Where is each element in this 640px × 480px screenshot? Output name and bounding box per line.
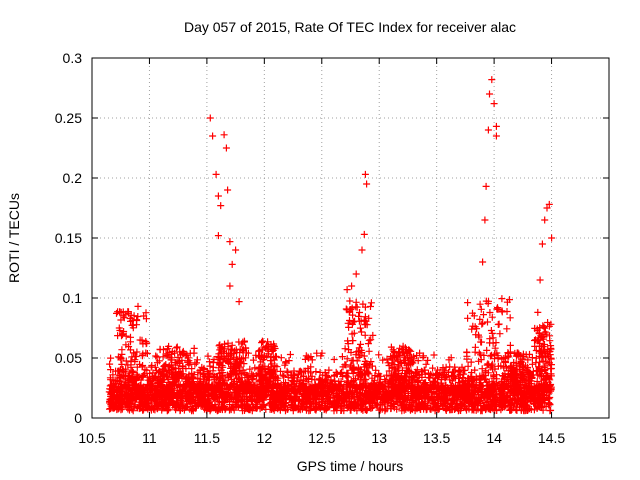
y-tick-label: 0.1: [63, 290, 83, 306]
x-tick-label: 13.5: [423, 430, 450, 446]
y-tick-label: 0.05: [55, 350, 82, 366]
x-tick-label: 10.5: [78, 430, 105, 446]
x-tick-label: 15: [601, 430, 617, 446]
x-tick-label: 12: [257, 430, 273, 446]
axis-ticks: 10.5 11 11.5 12 12.5 13 13.5 14 14.5 15 0 0.05 0.1 0.…: [55, 50, 617, 446]
y-tick-label: 0.3: [63, 50, 83, 66]
x-tick-label: 12.5: [308, 430, 335, 446]
x-axis-label: GPS time / hours: [297, 458, 404, 474]
x-tick-label: 11: [142, 430, 157, 446]
y-tick-label: 0: [74, 410, 82, 426]
y-axis-label: ROTI / TECUs: [6, 193, 22, 283]
data-points: [105, 76, 556, 415]
y-tick-label: 0.15: [55, 230, 82, 246]
x-tick-label: 14.5: [538, 430, 565, 446]
x-tick-label: 13: [371, 430, 387, 446]
x-tick-label: 14: [486, 430, 502, 446]
chart-title: Day 057 of 2015, Rate Of TEC Index for r…: [184, 19, 516, 35]
x-tick-label: 11.5: [194, 430, 220, 446]
roti-series-markers: [105, 76, 556, 415]
y-tick-label: 0.2: [63, 170, 83, 186]
y-tick-label: 0.25: [55, 110, 82, 126]
